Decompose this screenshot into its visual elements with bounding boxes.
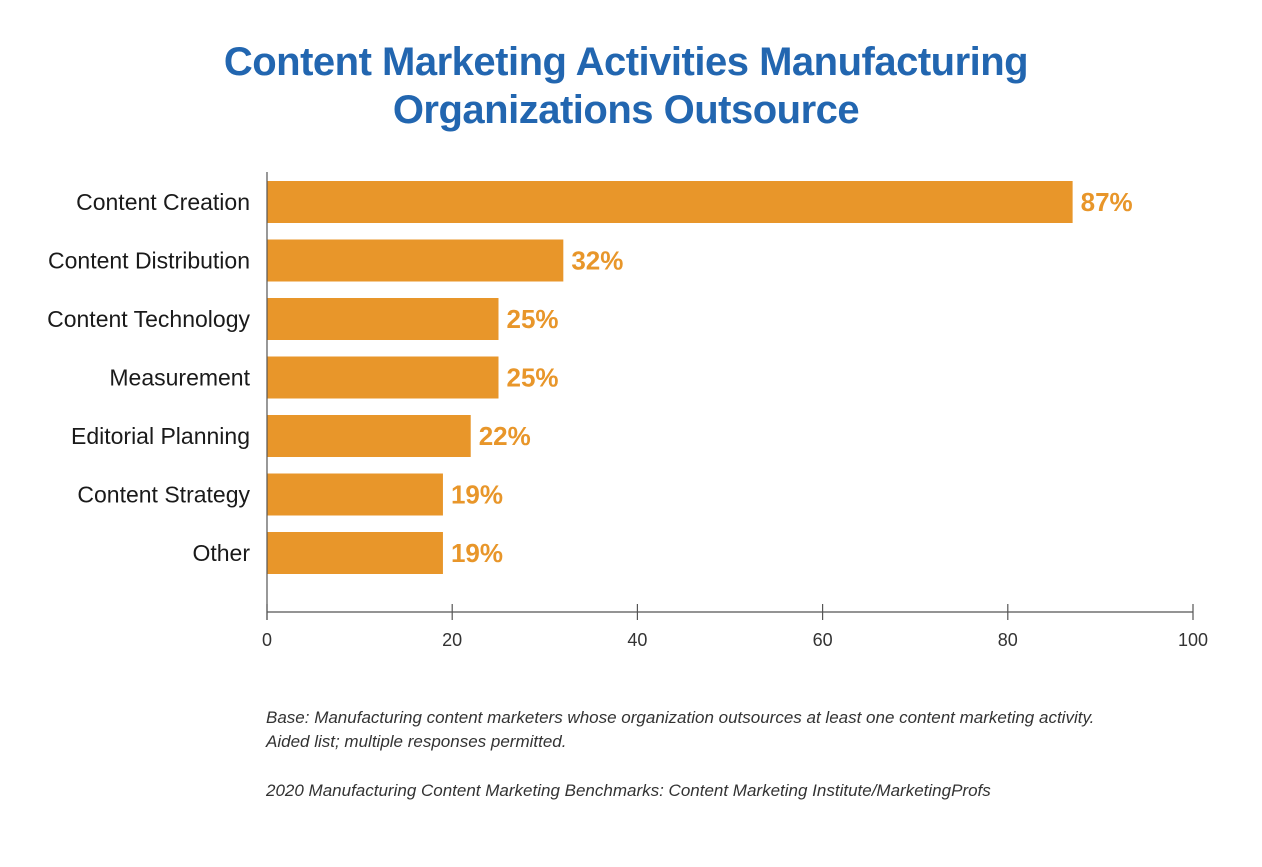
chart-title: Content Marketing Activities Manufacturi… (0, 38, 1252, 134)
data-label-2: 25% (507, 304, 559, 334)
data-label-5: 19% (451, 480, 503, 510)
data-label-4: 22% (479, 421, 531, 451)
footnote-source: 2020 Manufacturing Content Marketing Ben… (266, 781, 991, 800)
footnote-base: Base: Manufacturing content marketers wh… (266, 706, 1226, 754)
category-label-6: Other (192, 540, 250, 566)
bar-5 (267, 473, 443, 516)
x-tick-label-1: 20 (442, 630, 462, 650)
category-label-4: Editorial Planning (71, 423, 250, 449)
category-label-0: Content Creation (76, 189, 250, 215)
bar-1 (267, 239, 564, 282)
bar-6 (267, 532, 443, 574)
chart-title-line-2: Organizations Outsource (392, 88, 860, 132)
x-tick-label-5: 100 (1178, 630, 1208, 650)
data-label-0: 87% (1081, 187, 1133, 217)
bar-0 (267, 181, 1073, 223)
x-tick-label-2: 40 (627, 630, 647, 650)
bar-3 (267, 356, 499, 399)
bars-layer (267, 181, 1073, 574)
x-axis: 0 20 40 60 80 100 (262, 172, 1208, 650)
category-label-5: Content Strategy (77, 482, 250, 508)
x-tick-label-3: 60 (813, 630, 833, 650)
data-label-1: 32% (571, 246, 623, 276)
chart-title-line-1: Content Marketing Activities Manufacturi… (223, 40, 1029, 84)
category-label-2: Content Technology (47, 306, 250, 332)
labels-layer: Content Creation 87% Content Distribution 3… (47, 187, 1133, 568)
category-label-3: Measurement (109, 365, 250, 391)
footnote-base-line-1: Base: Manufacturing content marketers wh… (266, 708, 1095, 727)
bar-2 (267, 298, 499, 340)
footnote-base-line-2: Aided list; multiple responses permitted… (266, 732, 567, 751)
x-tick-label-0: 0 (262, 630, 272, 650)
data-label-6: 19% (451, 538, 503, 568)
bar-4 (267, 415, 471, 457)
x-tick-label-4: 80 (998, 630, 1018, 650)
category-label-1: Content Distribution (48, 248, 250, 274)
data-label-3: 25% (507, 363, 559, 393)
